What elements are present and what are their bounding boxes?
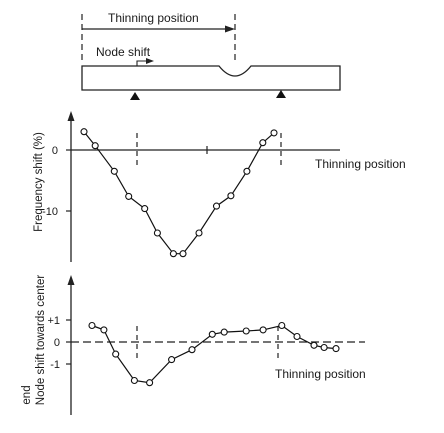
node-shift-point-9 <box>242 327 250 335</box>
node-shift-y-axis-label-end: end <box>21 385 33 404</box>
frequency-shift-point-4 <box>141 205 149 213</box>
beam <box>81 65 341 91</box>
node-shift-point-10 <box>259 326 267 334</box>
node-shift-point-0 <box>88 321 96 330</box>
node-shift-point-5 <box>168 356 176 364</box>
thinning-position-label: Thinning position <box>108 11 199 25</box>
frequency-shift-point-10 <box>227 192 235 200</box>
node-shift-tick-label-minus1: -1 <box>50 359 60 371</box>
node-shift-tick-label-plus1: +1 <box>47 315 60 327</box>
node-shift-label: Node shift <box>96 45 151 59</box>
node-shift-point-15 <box>332 345 340 353</box>
frequency-shift-point-5 <box>153 229 161 237</box>
node-shift-x-axis-label: Thinning position <box>275 367 366 381</box>
node-shift-arrowhead <box>146 58 154 64</box>
frequency-shift-chart: 0 -10 Frequency shift (%) Thinning posit… <box>33 111 406 262</box>
frequency-shift-point-2 <box>110 167 118 175</box>
frequency-tick-label-minus10: -10 <box>42 206 58 218</box>
node-support-right <box>276 90 286 98</box>
node-shift-y-axis-arrow <box>67 275 75 285</box>
frequency-series-points <box>80 128 278 258</box>
frequency-shift-point-11 <box>243 167 251 175</box>
node-shift-point-11 <box>278 321 286 330</box>
node-shift-point-1 <box>100 326 108 334</box>
frequency-x-axis-label: Thinning position <box>315 157 406 171</box>
frequency-shift-point-6 <box>169 250 177 258</box>
node-shift-series-points <box>88 321 340 387</box>
node-shift-series-line <box>91 324 337 384</box>
frequency-shift-point-8 <box>195 229 203 237</box>
frequency-shift-point-1 <box>91 142 99 150</box>
node-shift-point-6 <box>188 346 196 354</box>
node-shift-point-7 <box>208 330 216 338</box>
frequency-shift-point-12 <box>259 139 267 147</box>
frequency-shift-point-9 <box>212 202 221 210</box>
node-shift-tick-label-0: 0 <box>54 337 60 349</box>
frequency-series-line <box>83 131 275 255</box>
frequency-y-axis-label: Frequency shift (%) <box>33 132 45 232</box>
frequency-tick-label-0: 0 <box>52 145 58 157</box>
node-shift-point-8 <box>220 328 228 336</box>
node-shift-point-13 <box>310 341 318 349</box>
node-shift-point-12 <box>293 332 301 341</box>
node-shift-point-4 <box>146 379 154 387</box>
node-support-left <box>130 92 140 100</box>
frequency-shift-point-0 <box>80 128 88 136</box>
node-shift-point-3 <box>130 376 138 385</box>
frequency-shift-point-3 <box>125 192 133 200</box>
node-shift-point-2 <box>112 350 120 358</box>
frequency-shift-point-13 <box>270 129 278 137</box>
node-shift-y-axis-label: Node shift towards center <box>35 275 47 406</box>
node-shift-point-14 <box>320 343 328 352</box>
node-shift-chart: +1 0 -1 Node shift towards center end Th… <box>21 275 366 415</box>
frequency-y-axis-arrow <box>67 111 75 121</box>
thinning-position-arrowhead <box>225 25 235 33</box>
frequency-shift-point-7 <box>179 250 187 258</box>
beam-schematic: Thinning position Node shift <box>81 11 341 100</box>
